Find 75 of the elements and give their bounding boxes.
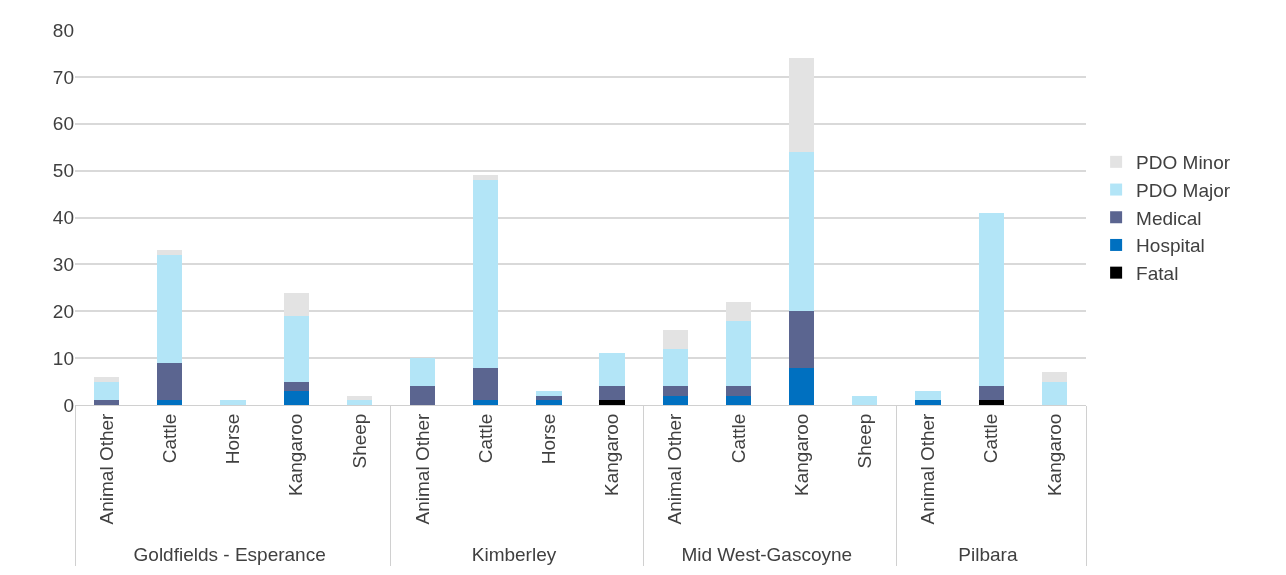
x-tick-label: Kangaroo [790, 413, 812, 497]
bar [157, 400, 183, 405]
bar [346, 400, 372, 405]
bar [536, 390, 562, 396]
legend-label: Medical [1136, 207, 1202, 229]
bar [93, 376, 120, 382]
x-tick-label: Sheep [854, 413, 876, 469]
bar [409, 386, 436, 405]
y-tick-label: 70 [52, 66, 74, 88]
x-tick-label: Horse [538, 413, 560, 465]
bar [473, 175, 499, 180]
bar [157, 362, 183, 401]
bar [473, 180, 499, 368]
bar [1041, 372, 1068, 382]
bar [789, 311, 815, 368]
bar [93, 400, 120, 405]
bar [536, 400, 562, 405]
bar [725, 386, 752, 396]
text: Goldfields - Esperance [133, 544, 326, 566]
bar [915, 400, 941, 405]
x-tick-label: Cattle [980, 413, 1002, 464]
legend-label: PDO Major [1136, 179, 1231, 201]
bar [662, 386, 688, 396]
y-tick-label: 50 [52, 160, 74, 182]
text: Kimberley [471, 544, 557, 566]
bar [978, 400, 1004, 405]
text: Mid West-Gascoyne [681, 544, 853, 566]
bar [725, 395, 752, 405]
bar [283, 390, 309, 405]
bar [473, 367, 499, 401]
bar [409, 358, 436, 387]
bar [157, 250, 183, 255]
bar [473, 400, 499, 405]
bar [220, 400, 246, 405]
y-tick-label: 30 [52, 254, 74, 276]
x-tick-label: Animal Other [411, 412, 433, 525]
bar [1041, 381, 1068, 405]
bar [283, 315, 309, 382]
x-tick-label: Kangaroo [285, 413, 307, 497]
y-tick-label: 20 [52, 300, 74, 322]
legend-label: Hospital [1136, 235, 1205, 257]
y-tick-label: 40 [52, 207, 74, 229]
bar [599, 386, 625, 401]
x-tick-label: Kangaroo [1043, 413, 1065, 497]
bar [662, 348, 688, 387]
x-tick-label: Animal Other [917, 412, 939, 525]
legend-label: PDO Minor [1136, 152, 1231, 174]
x-tick-label: Cattle [474, 413, 496, 464]
x-tick-label: Horse [222, 413, 244, 465]
bar [789, 367, 815, 405]
x-tick-label: Animal Other [95, 412, 117, 525]
x-tick-label: Kangaroo [601, 413, 623, 497]
bar [789, 151, 815, 312]
bar [662, 330, 688, 349]
bar [978, 386, 1004, 401]
x-tick-label: Animal Other [664, 412, 686, 525]
y-tick-label: 80 [52, 19, 74, 41]
y-tick-label: 10 [52, 347, 74, 369]
bar [662, 395, 688, 405]
bar [725, 320, 752, 387]
y-tick-label: 60 [52, 113, 74, 135]
legend-label: Fatal [1136, 263, 1179, 285]
bar [283, 381, 309, 391]
bar [915, 390, 941, 401]
bar [599, 353, 625, 387]
bar [93, 381, 120, 401]
bar [978, 212, 1004, 387]
y-tick-label: 0 [63, 394, 74, 416]
x-tick-label: Cattle [727, 413, 749, 464]
bar [599, 400, 625, 405]
bar [852, 395, 878, 405]
x-tick-label: Sheep [348, 413, 370, 469]
x-tick-label: Cattle [158, 413, 180, 464]
text: Pilbara [958, 544, 1018, 566]
bar [157, 255, 183, 363]
